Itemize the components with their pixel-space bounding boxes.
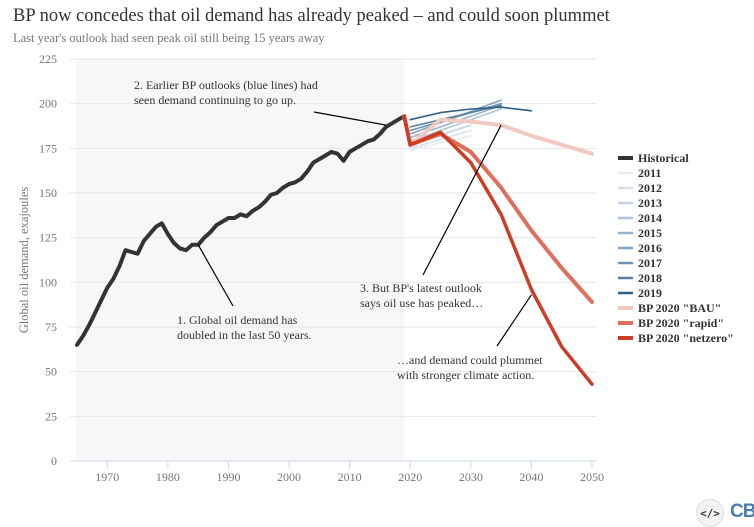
legend-label: BP 2020 "BAU" <box>638 301 721 315</box>
x-tick-label: 2040 <box>519 470 543 484</box>
annotation-connector <box>496 294 532 347</box>
annotation-text: 2. Earlier BP outlooks (blue lines) had <box>134 78 318 92</box>
brand-logo: CB <box>730 501 754 522</box>
legend-item-2016[interactable]: 2016 <box>618 241 662 255</box>
series-lines <box>75 99 594 386</box>
annotation-text: doubled in the last 50 years. <box>177 328 312 342</box>
legend-item-2017[interactable]: 2017 <box>618 256 662 270</box>
legend-item-2013[interactable]: 2013 <box>618 196 662 210</box>
code-embed-icon[interactable]: </> <box>696 499 724 527</box>
legend-label: 2015 <box>638 226 662 240</box>
y-tick-label: 125 <box>39 231 57 245</box>
y-tick-label: 175 <box>39 141 57 155</box>
series-line-bp-2020-netzero <box>402 114 594 386</box>
series-line-historical <box>75 114 407 347</box>
chart-subtitle: Last year's outlook had seen peak oil st… <box>13 31 325 45</box>
annotation-text: 3. But BP's latest outlook <box>360 281 482 295</box>
x-tick-label: 1980 <box>156 470 180 484</box>
y-axis-label: Global oil demand, exajoules <box>17 187 31 334</box>
historical-shaded-region <box>76 59 405 461</box>
annotation-text: says oil use has peaked… <box>360 296 483 310</box>
legend-label: 2019 <box>638 286 662 300</box>
x-tick-label: 2030 <box>459 470 483 484</box>
annotation-text: …and demand could plummet <box>397 353 543 367</box>
legend-label: 2018 <box>638 271 662 285</box>
annotation-text: 1. Global oil demand has <box>177 313 298 327</box>
legend-item-2012[interactable]: 2012 <box>618 181 662 195</box>
legend-label: 2013 <box>638 196 662 210</box>
legend-item-2015[interactable]: 2015 <box>618 226 662 240</box>
y-tick-label: 225 <box>39 52 57 66</box>
legend-item-bp-2020-netzero[interactable]: BP 2020 "netzero" <box>618 331 734 345</box>
x-tick-label: 2050 <box>580 470 604 484</box>
annotation-connector <box>313 111 387 126</box>
series-line-2014 <box>409 108 502 142</box>
annotation-text: with stronger climate action. <box>397 368 534 382</box>
legend-label: BP 2020 "rapid" <box>638 316 724 330</box>
x-axis: 1970 1980 1990 2000 2010 2020 2030 2040 2050 <box>70 460 604 484</box>
legend-label: BP 2020 "netzero" <box>638 331 734 345</box>
y-tick-label: 75 <box>45 320 57 334</box>
y-tick-label: 150 <box>39 186 57 200</box>
legend-item-2018[interactable]: 2018 <box>618 271 662 285</box>
chart-title: BP now concedes that oil demand has alre… <box>13 6 610 26</box>
series-line-2018 <box>409 104 502 128</box>
annotation-2: 2. Earlier BP outlooks (blue lines) hads… <box>134 78 387 126</box>
y-axis: 0 25 50 75 100 125 150 175 200 225 <box>39 52 57 468</box>
x-tick-label: 2000 <box>277 470 301 484</box>
legend-item-2011[interactable]: 2011 <box>618 166 661 180</box>
legend-label: 2012 <box>638 181 662 195</box>
legend-label: 2017 <box>638 256 662 270</box>
series-line-2019 <box>409 106 533 121</box>
series-line-2012 <box>409 129 472 150</box>
legend-item-2014[interactable]: 2014 <box>618 211 662 225</box>
x-tick-label: 1970 <box>95 470 119 484</box>
annotation-text: seen demand continuing to go up. <box>134 93 296 107</box>
series-line-2011 <box>409 135 472 151</box>
y-tick-label: 200 <box>39 97 57 111</box>
legend-label: 2014 <box>638 211 662 225</box>
legend-item-bp-2020-bau[interactable]: BP 2020 "BAU" <box>618 301 721 315</box>
x-tick-label: 2020 <box>398 470 422 484</box>
x-tick-label: 1990 <box>216 470 240 484</box>
y-tick-label: 50 <box>45 365 57 379</box>
x-tick-label: 2010 <box>338 470 362 484</box>
y-tick-label: 0 <box>51 454 57 468</box>
legend-item-2019[interactable]: 2019 <box>618 286 662 300</box>
annotation-connector <box>197 244 234 307</box>
annotation-connector <box>422 124 502 276</box>
legend-item-bp-2020-rapid[interactable]: BP 2020 "rapid" <box>618 316 724 330</box>
legend-label: 2011 <box>638 166 661 180</box>
legend-label: 2016 <box>638 241 662 255</box>
legend-label: Historical <box>638 151 689 165</box>
legend: Historical201120122013201420152016201720… <box>618 151 734 345</box>
y-tick-label: 25 <box>45 409 57 423</box>
legend-item-historical[interactable]: Historical <box>618 151 689 165</box>
y-tick-label: 100 <box>39 275 57 289</box>
